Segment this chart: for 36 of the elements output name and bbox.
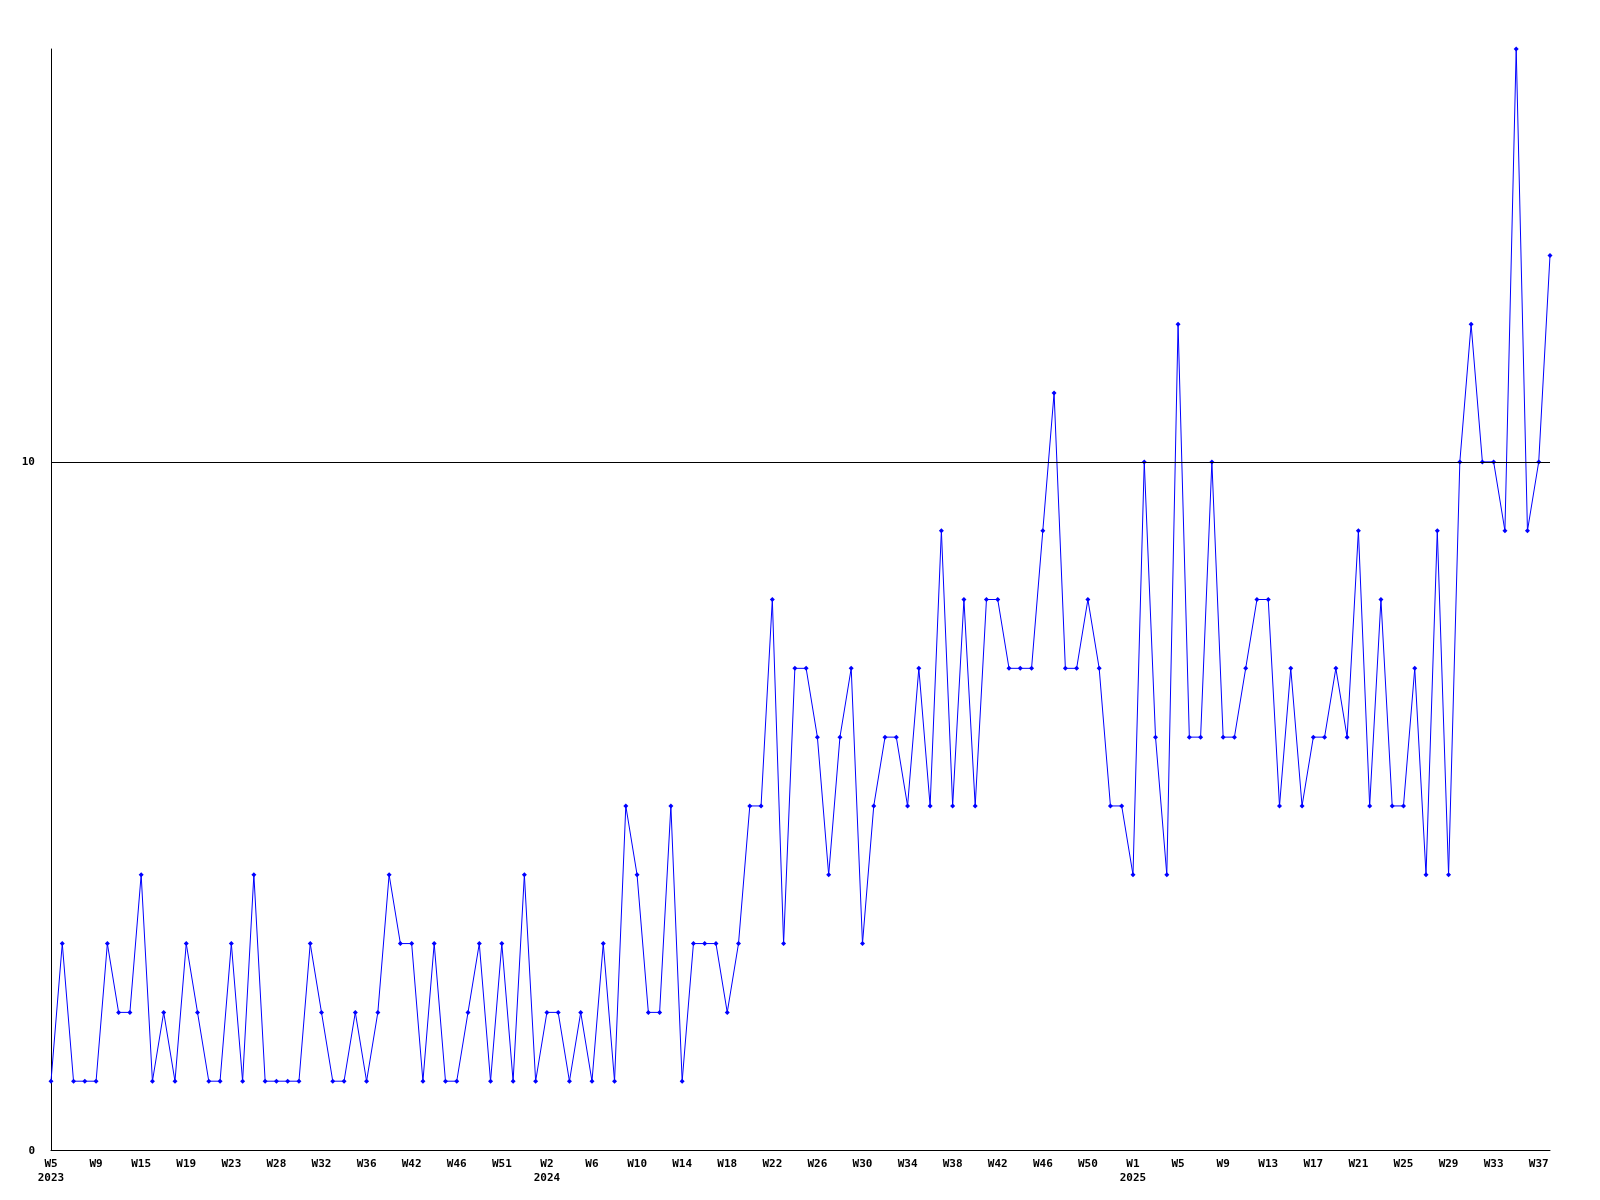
x-tick-label: W21: [1348, 1156, 1369, 1170]
x-tick-label: W18: [717, 1156, 738, 1170]
x-tick-label: W37: [1528, 1156, 1549, 1170]
x-tick-label: W5 2023: [37, 1156, 65, 1184]
x-tick-label: W23: [221, 1156, 242, 1170]
x-tick-label: W19: [176, 1156, 197, 1170]
x-tick-label: W50: [1077, 1156, 1098, 1170]
x-tick-label: W30: [852, 1156, 873, 1170]
x-tick-label: W28: [266, 1156, 287, 1170]
x-tick-label: W51: [491, 1156, 513, 1170]
x-tick-label: W46: [1032, 1156, 1054, 1170]
x-tick-label: W38: [942, 1156, 963, 1170]
x-tick-label: W6: [585, 1156, 599, 1170]
x-tick-label: W2 2024: [533, 1156, 561, 1184]
x-tick-label: W32: [311, 1156, 332, 1170]
x-tick-label: W14: [672, 1156, 693, 1170]
x-tick-label: W5: [1171, 1156, 1185, 1170]
x-tick-label: W25: [1393, 1156, 1414, 1170]
x-tick-label: W36: [356, 1156, 377, 1170]
x-tick-label: W26: [807, 1156, 828, 1170]
x-tick-label: W33: [1483, 1156, 1504, 1170]
x-tick-label: W15: [131, 1156, 152, 1170]
x-tick-label: W34: [897, 1156, 918, 1170]
y-tick-label: 10: [21, 455, 35, 469]
x-tick-label: W42: [987, 1156, 1008, 1170]
x-tick-label: W9: [89, 1156, 103, 1170]
x-tick-label: W22: [762, 1156, 783, 1170]
x-tick-label: W1 2025: [1119, 1156, 1147, 1184]
x-tick-label: W17: [1303, 1156, 1324, 1170]
x-tick-label: W13: [1258, 1156, 1279, 1170]
x-tick-label: W10: [627, 1156, 648, 1170]
x-tick-label: W9: [1216, 1156, 1230, 1170]
x-tick-label: W42: [401, 1156, 422, 1170]
x-tick-label: W46: [446, 1156, 468, 1170]
x-tick-label: W29: [1438, 1156, 1459, 1170]
y-tick-label: 0: [28, 1143, 35, 1157]
